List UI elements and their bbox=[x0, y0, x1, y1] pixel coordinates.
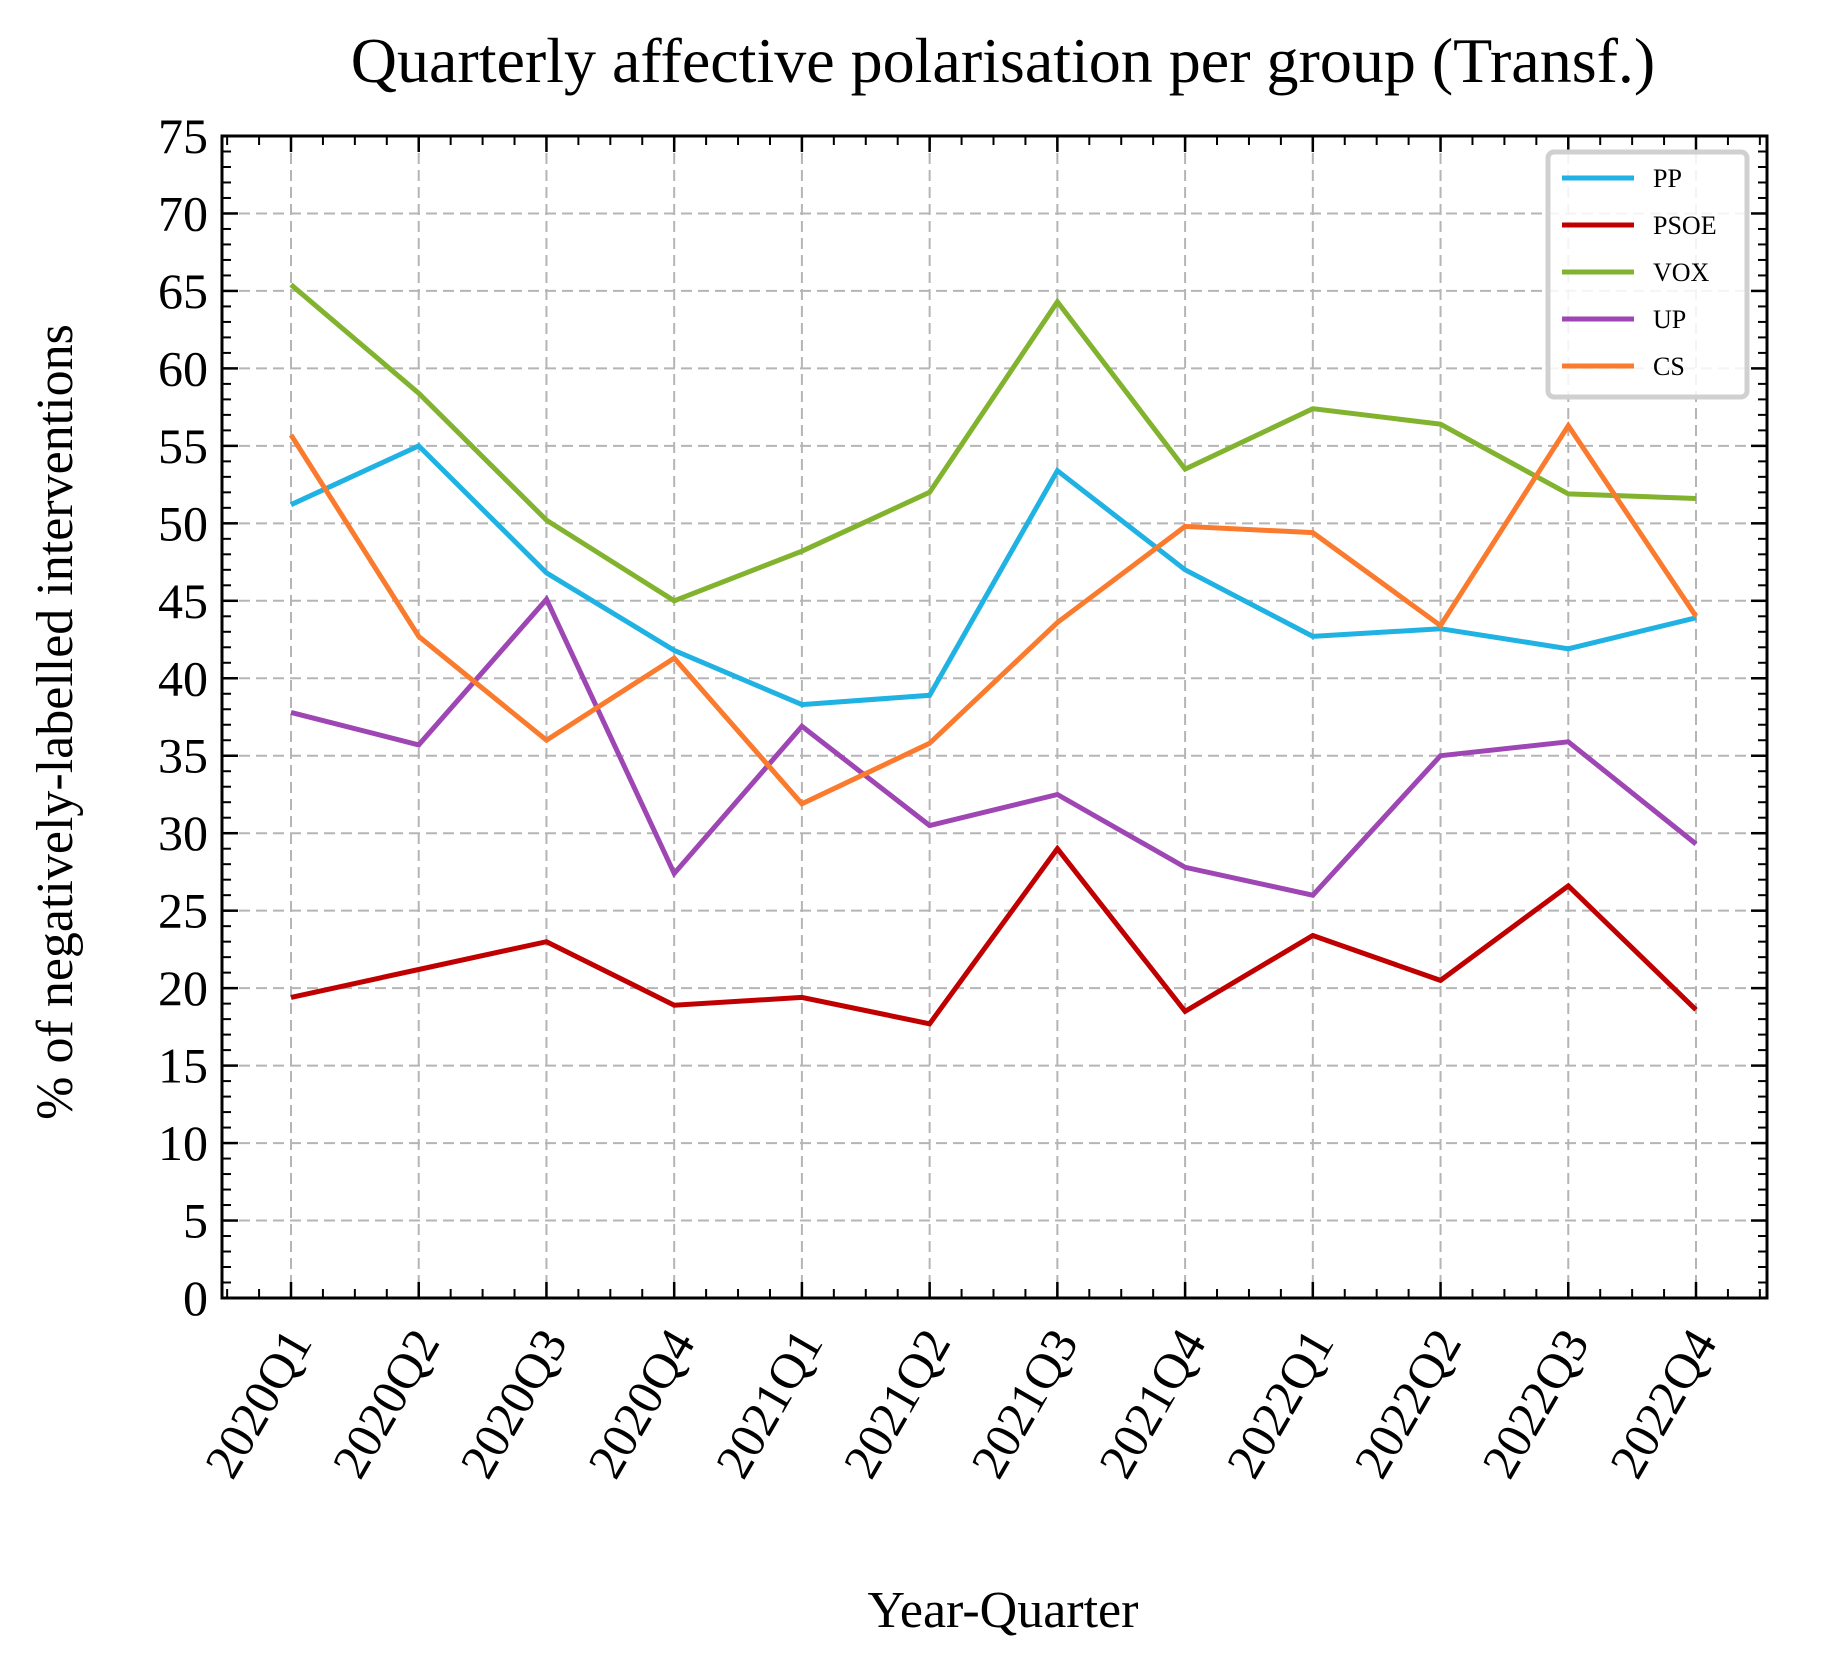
y-tick-label: 50 bbox=[158, 495, 208, 551]
x-tick-label: 2021Q4 bbox=[1088, 1320, 1217, 1488]
plot-frame bbox=[220, 134, 1769, 1300]
x-tick-label: 2022Q1 bbox=[1215, 1320, 1344, 1488]
series-lines bbox=[288, 282, 1699, 1027]
legend-label-cs: CS bbox=[1653, 352, 1685, 381]
x-tick-label: 2021Q3 bbox=[960, 1320, 1089, 1488]
legend-label-pp: PP bbox=[1653, 164, 1682, 193]
chart-title: Quarterly affective polarisation per gro… bbox=[351, 25, 1655, 96]
y-tick-label: 55 bbox=[158, 418, 208, 474]
gridlines bbox=[222, 136, 1767, 1298]
y-tick-labels: 0 5 10 15 20 25 30 35 40 45 50 55 60 65 70 75 bbox=[158, 108, 208, 1326]
y-axis-title: % of negatively-labelled interventions bbox=[27, 324, 84, 1120]
legend-label-psoe: PSOE bbox=[1653, 211, 1717, 240]
y-tick-label: 60 bbox=[158, 340, 208, 396]
series-line-cs bbox=[288, 421, 1699, 807]
y-tick-label: 15 bbox=[158, 1038, 208, 1094]
axis-ticks bbox=[222, 134, 1767, 1300]
legend: PP PSOE VOX UP CS bbox=[1545, 149, 1750, 400]
y-tick-label: 45 bbox=[158, 573, 208, 629]
y-tick-label: 70 bbox=[158, 185, 208, 241]
x-tick-label: 2022Q4 bbox=[1598, 1320, 1727, 1488]
series-line-vox bbox=[289, 282, 1697, 604]
y-tick-label: 65 bbox=[158, 263, 208, 319]
x-tick-labels: 2020Q12020Q22020Q32020Q42021Q12021Q22021… bbox=[193, 1320, 1727, 1488]
x-tick-label: 2020Q1 bbox=[193, 1320, 322, 1488]
series-line-up bbox=[290, 594, 1698, 898]
y-tick-label: 5 bbox=[183, 1193, 208, 1249]
legend-box bbox=[1545, 149, 1750, 400]
x-tick-label: 2020Q2 bbox=[321, 1320, 450, 1488]
legend-label-up: UP bbox=[1653, 305, 1686, 334]
y-tick-label: 25 bbox=[158, 883, 208, 939]
y-tick-label: 10 bbox=[158, 1115, 208, 1171]
y-tick-label: 75 bbox=[158, 108, 208, 164]
series-line-psoe bbox=[290, 844, 1698, 1027]
x-tick-label: 2020Q4 bbox=[577, 1320, 706, 1488]
y-tick-label: 30 bbox=[158, 805, 208, 861]
x-tick-label: 2022Q3 bbox=[1471, 1320, 1600, 1488]
x-axis-title: Year-Quarter bbox=[868, 1582, 1139, 1639]
x-tick-label: 2021Q2 bbox=[832, 1320, 961, 1488]
series-line-pp bbox=[289, 442, 1697, 708]
y-tick-label: 40 bbox=[158, 650, 208, 706]
x-tick-label: 2022Q2 bbox=[1343, 1320, 1472, 1488]
x-tick-label: 2021Q1 bbox=[704, 1320, 833, 1488]
y-tick-label: 35 bbox=[158, 728, 208, 784]
x-tick-label: 2020Q3 bbox=[449, 1320, 578, 1488]
legend-label-vox: VOX bbox=[1653, 258, 1710, 287]
y-tick-label: 20 bbox=[158, 960, 208, 1016]
y-tick-label: 0 bbox=[183, 1270, 208, 1326]
